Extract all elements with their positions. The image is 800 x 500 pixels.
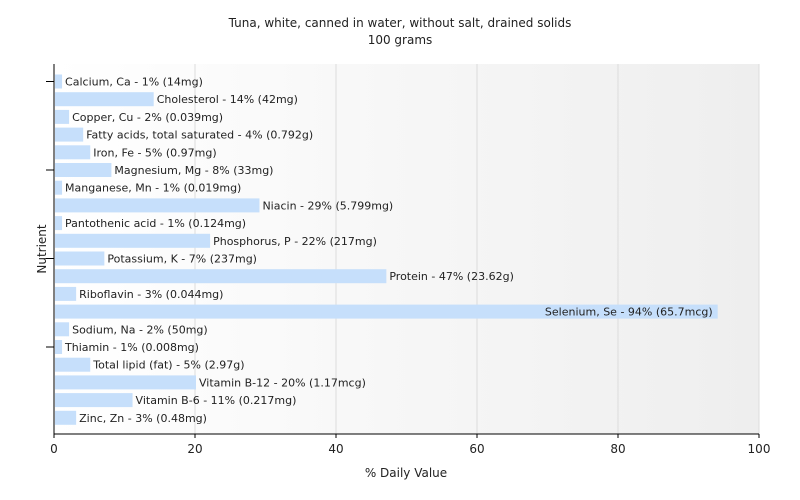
- bar: [55, 375, 196, 390]
- bar: [55, 145, 91, 160]
- bar: [55, 393, 133, 408]
- grid-lines: [194, 64, 760, 434]
- x-tick-label: 100: [748, 442, 771, 456]
- axes: [53, 64, 759, 435]
- x-axis-label: % Daily Value: [365, 466, 447, 480]
- bar: [55, 198, 260, 213]
- bar-label: Niacin - 29% (5.799mg): [262, 199, 393, 212]
- x-tick-label: 0: [50, 442, 58, 456]
- bar: [55, 163, 112, 177]
- chart-subtitle: 100 grams: [368, 33, 433, 47]
- bar: [55, 322, 70, 337]
- bars: [55, 74, 718, 425]
- bar-label: Phosphorus, P - 22% (217mg): [213, 235, 377, 248]
- bar-label: Fatty acids, total saturated - 4% (0.792…: [86, 129, 313, 142]
- bar: [55, 410, 77, 425]
- bar-label: Vitamin B-12 - 20% (1.17mcg): [199, 376, 366, 389]
- bar-label: Manganese, Mn - 1% (0.019mg): [65, 182, 241, 195]
- bar-label: Thiamin - 1% (0.008mg): [64, 341, 199, 354]
- chart-title: Tuna, white, canned in water, without sa…: [228, 16, 572, 30]
- bar-label: Calcium, Ca - 1% (14mg): [65, 76, 203, 89]
- bar-label: Potassium, K - 7% (237mg): [107, 253, 257, 266]
- bar-label: Copper, Cu - 2% (0.039mg): [72, 111, 223, 124]
- x-tick-label: 80: [610, 442, 625, 456]
- bar: [55, 251, 105, 266]
- bar-label: Sodium, Na - 2% (50mg): [72, 323, 208, 336]
- bar: [55, 109, 70, 124]
- bar-label: Total lipid (fat) - 5% (2.97g): [92, 359, 244, 372]
- plot-background: [54, 64, 759, 434]
- bar-label: Iron, Fe - 5% (0.97mg): [93, 146, 216, 159]
- bar: [55, 233, 211, 248]
- bar-label: Selenium, Se - 94% (65.7mcg): [545, 306, 713, 319]
- bar: [55, 304, 718, 319]
- x-tick-label: 20: [187, 442, 202, 456]
- bar-label: Magnesium, Mg - 8% (33mg): [114, 164, 273, 177]
- bar-label: Vitamin B-6 - 11% (0.217mg): [136, 394, 297, 407]
- bar-label: Riboflavin - 3% (0.044mg): [79, 288, 223, 301]
- bar-label: Pantothenic acid - 1% (0.124mg): [65, 217, 246, 230]
- bar: [55, 269, 387, 284]
- bar: [55, 127, 84, 142]
- bar: [55, 216, 63, 231]
- bar: [55, 74, 63, 89]
- bar-label: Zinc, Zn - 3% (0.48mg): [79, 412, 207, 425]
- bar: [55, 286, 77, 301]
- bar-label: Cholesterol - 14% (42mg): [157, 93, 298, 106]
- bar: [55, 357, 91, 372]
- bar-label: Protein - 47% (23.62g): [389, 270, 514, 283]
- bar: [55, 92, 154, 107]
- x-tick-label: 60: [469, 442, 484, 456]
- bar-labels: Calcium, Ca - 1% (14mg) Cholesterol - 14%…: [64, 76, 713, 425]
- y-axis-label: Nutrient: [35, 224, 49, 274]
- bar: [55, 340, 63, 354]
- x-tick-label: 40: [328, 442, 343, 456]
- x-ticks: 0 20 40 60 80 100: [46, 81, 771, 456]
- bar: [55, 180, 63, 195]
